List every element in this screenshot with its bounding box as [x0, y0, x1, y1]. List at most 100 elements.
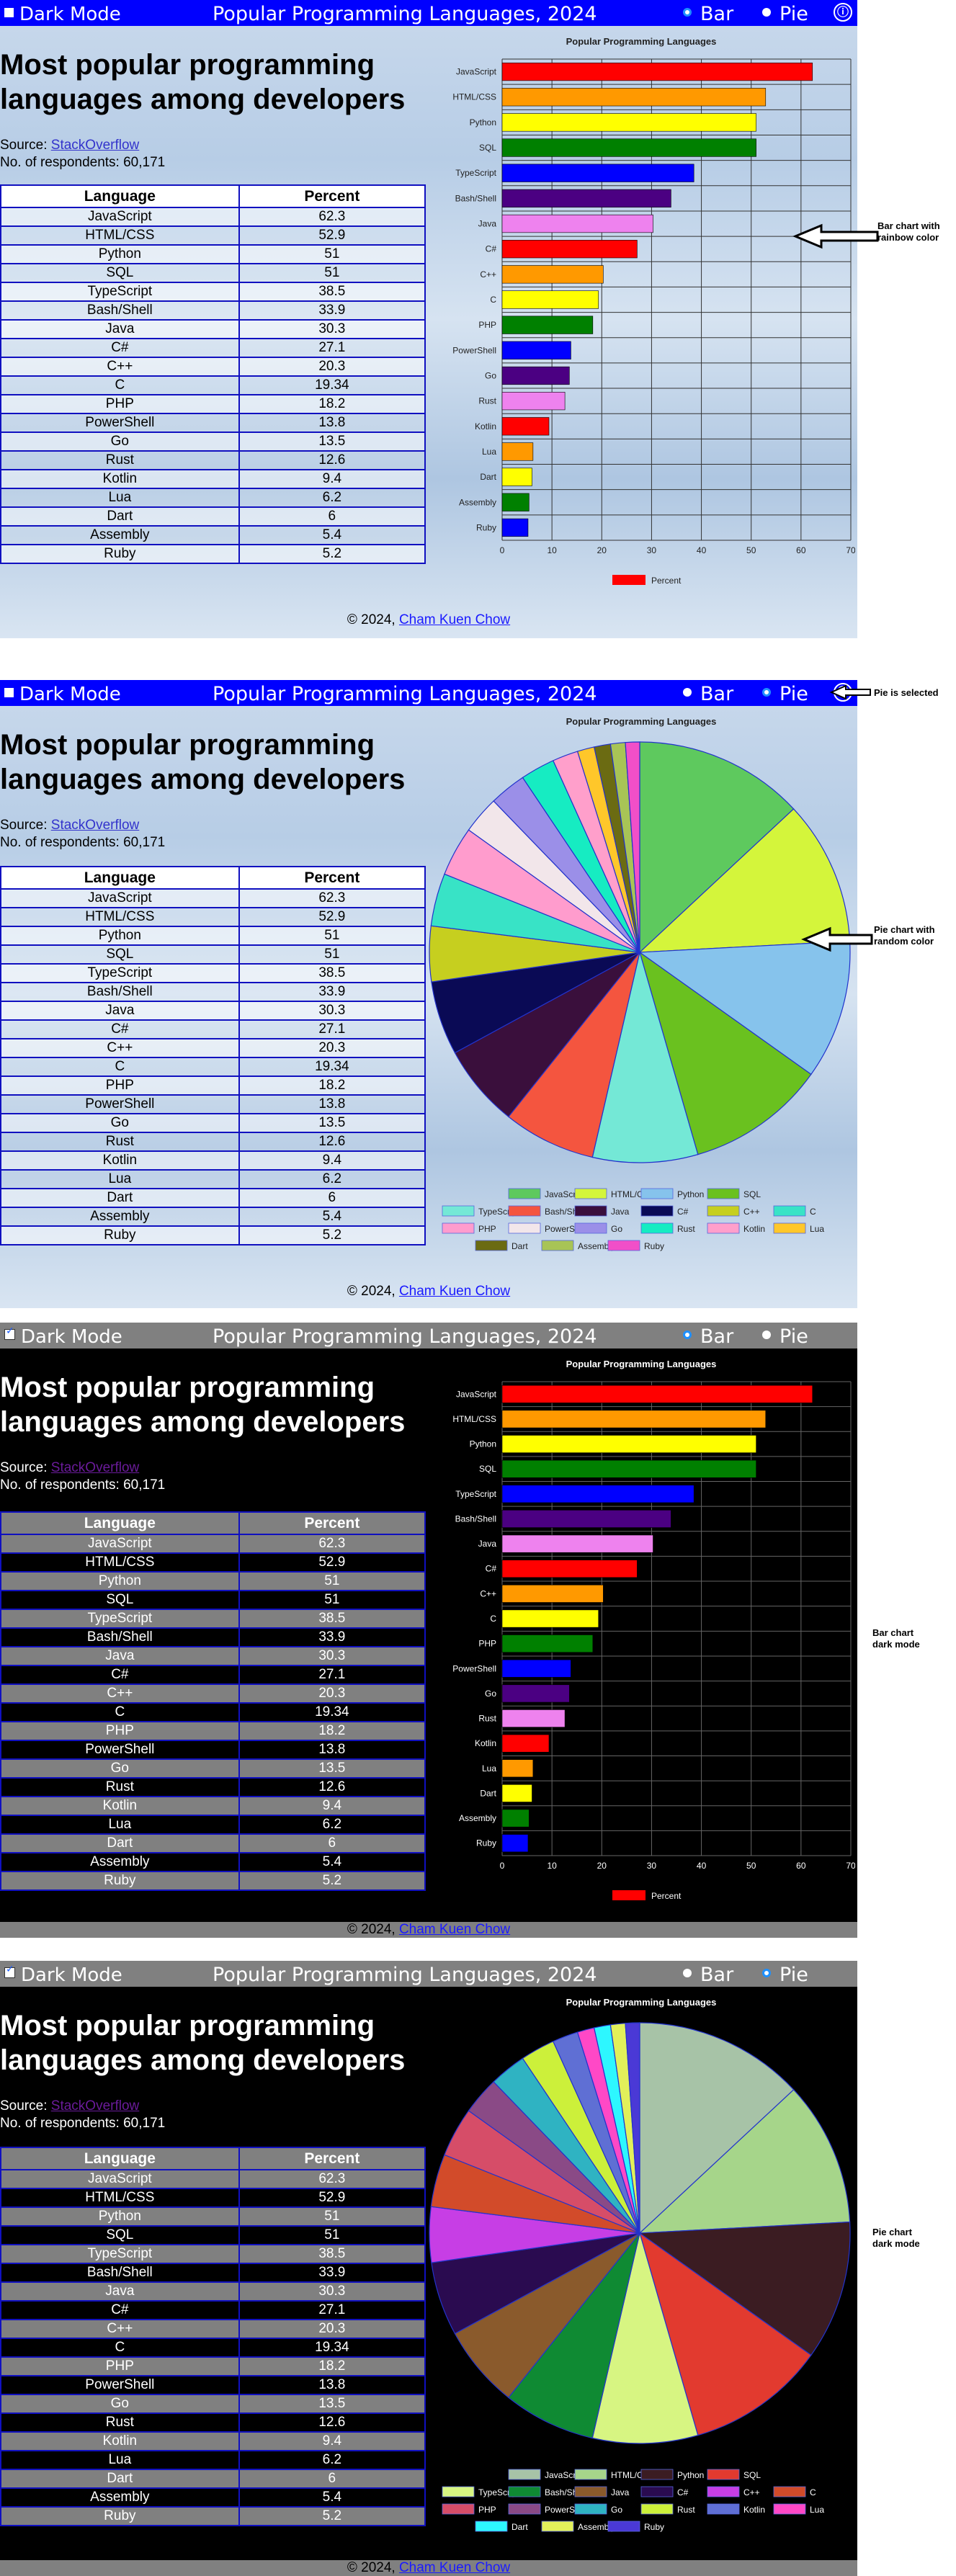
language-cell: PHP	[0, 1075, 240, 1096]
bar	[501, 1410, 767, 1428]
table-row: C 19.34	[0, 1057, 426, 1077]
legend-swatch	[773, 2503, 806, 2515]
pie-label: Pie	[779, 1964, 808, 1986]
percent-cell: 20.3	[238, 1038, 426, 1058]
table-row: Kotlin 9.4	[0, 2431, 426, 2451]
percent-cell: 12.6	[238, 2412, 426, 2433]
info-icon[interactable]: ⓘ	[834, 3, 852, 22]
language-cell: JavaScript	[0, 1534, 240, 1554]
bar-radio[interactable]: Bar	[683, 1964, 733, 1986]
language-cell: Rust	[0, 1132, 240, 1152]
y-tick-label: Assembly	[459, 497, 496, 507]
bar	[501, 1584, 604, 1603]
table-row: HTML/CSS 52.9	[0, 225, 426, 246]
bar	[501, 417, 550, 436]
source-link[interactable]: StackOverflow	[50, 1460, 140, 1475]
bar	[501, 1435, 756, 1453]
bar	[501, 518, 529, 537]
table-row: Go 13.5	[0, 1113, 426, 1133]
dark-mode-toggle[interactable]: Dark Mode	[4, 1325, 122, 1348]
table-row: Java 30.3	[0, 319, 426, 339]
table-row: Kotlin 9.4	[0, 1796, 426, 1816]
pie-radio[interactable]: Pie	[762, 683, 808, 705]
percent-cell: 51	[238, 2225, 426, 2245]
language-cell: Kotlin	[0, 1796, 240, 1816]
y-tick-label: Kotlin	[475, 421, 496, 431]
percent-cell: 6	[238, 1833, 426, 1853]
panel-light-bar: Dark Mode Popular Programming Languages,…	[0, 0, 857, 638]
source-link[interactable]: StackOverflow	[50, 138, 140, 153]
language-cell: PowerShell	[0, 1094, 240, 1114]
bar-radio[interactable]: Bar	[683, 683, 733, 705]
language-cell: Lua	[0, 488, 240, 508]
source-link[interactable]: StackOverflow	[50, 2098, 140, 2114]
dark-mode-toggle[interactable]: Dark Mode	[4, 1964, 122, 1986]
bar	[501, 62, 813, 81]
percent-cell: 62.3	[238, 2169, 426, 2189]
language-cell: Rust	[0, 2412, 240, 2433]
legend-label: Java	[611, 1207, 630, 1217]
legend-label: SQL	[743, 1189, 761, 1199]
pie-label: Pie	[779, 1325, 808, 1348]
bar	[501, 1734, 550, 1753]
y-tick-label: Bash/Shell	[455, 193, 496, 203]
table-row: Assembly 5.4	[0, 525, 426, 545]
y-tick-label: C	[490, 1614, 496, 1624]
footer-link[interactable]: Cham Kuen Chow	[398, 2560, 511, 2575]
y-tick-label: TypeScript	[455, 168, 496, 178]
table-row: JavaScript 62.3	[0, 207, 426, 227]
source-prefix: Source:	[0, 818, 48, 833]
percent-cell: 13.8	[238, 1094, 426, 1114]
percent-cell: 62.3	[238, 1534, 426, 1554]
table-row: Go 13.5	[0, 431, 426, 452]
table-row: Java 30.3	[0, 2281, 426, 2302]
footer-link[interactable]: Cham Kuen Chow	[398, 1284, 511, 1299]
table-row: Go 13.5	[0, 1758, 426, 1779]
language-cell: Kotlin	[0, 469, 240, 489]
dark-mode-label: Dark Mode	[21, 1326, 122, 1348]
pie-slice	[508, 952, 640, 1158]
checkbox-checked-icon	[4, 1325, 15, 1340]
legend-label: Percent	[651, 576, 682, 586]
table-row: Go 13.5	[0, 2394, 426, 2414]
percent-cell: 9.4	[238, 1796, 426, 1816]
pie-radio[interactable]: Pie	[762, 3, 808, 25]
y-tick-label: Dart	[480, 1788, 496, 1798]
pie-slice	[625, 741, 640, 953]
y-tick-label: SQL	[479, 1464, 496, 1474]
table-row: TypeScript 38.5	[0, 963, 426, 983]
bar-radio[interactable]: Bar	[683, 1325, 733, 1348]
table-row: Python 51	[0, 926, 426, 946]
legend-swatch	[640, 2486, 674, 2497]
bar	[501, 1759, 534, 1778]
dark-mode-toggle[interactable]: Dark Mode	[4, 684, 121, 705]
bar-chart: Popular Programming Languages 0 10 20 30 40 50…	[427, 27, 856, 604]
app-title: Popular Programming Languages, 2024	[213, 1964, 597, 1986]
table-row: PowerShell 13.8	[0, 2375, 426, 2395]
table-row: Python 51	[0, 244, 426, 264]
y-tick-label: Rust	[478, 1714, 496, 1724]
language-table: Language Percent JavaScript 62.3 HTML/CSS 52.…	[0, 1511, 426, 1891]
language-cell: C++	[0, 357, 240, 377]
top-bar: Dark Mode Popular Programming Languages,…	[0, 1323, 857, 1349]
source-link[interactable]: StackOverflow	[50, 818, 140, 833]
language-cell: Python	[0, 926, 240, 946]
dark-mode-label: Dark Mode	[19, 4, 121, 25]
pie-radio[interactable]: Pie	[762, 1964, 808, 1986]
legend-label: SQL	[743, 2470, 761, 2480]
bar-radio[interactable]: Bar	[683, 3, 733, 25]
radio-selected-icon	[683, 1331, 692, 1339]
legend-label: Kotlin	[743, 2505, 765, 2515]
language-cell: C	[0, 1057, 240, 1077]
footer-link[interactable]: Cham Kuen Chow	[398, 1922, 511, 1937]
legend-swatch	[508, 1222, 541, 1234]
dark-mode-toggle[interactable]: Dark Mode	[4, 4, 121, 25]
annotation-bar-rainbow: Bar chart with rainbow color	[877, 220, 940, 243]
pie-slice	[638, 940, 851, 1075]
language-table: Language Percent JavaScript 62.3 HTML/CSS 52.…	[0, 866, 426, 1245]
footer-link[interactable]: Cham Kuen Chow	[398, 612, 511, 627]
pie-radio[interactable]: Pie	[762, 1325, 808, 1348]
legend-swatch	[541, 2521, 574, 2532]
footer-prefix: © 2024,	[347, 1922, 396, 1937]
radio-selected-icon	[762, 688, 771, 697]
